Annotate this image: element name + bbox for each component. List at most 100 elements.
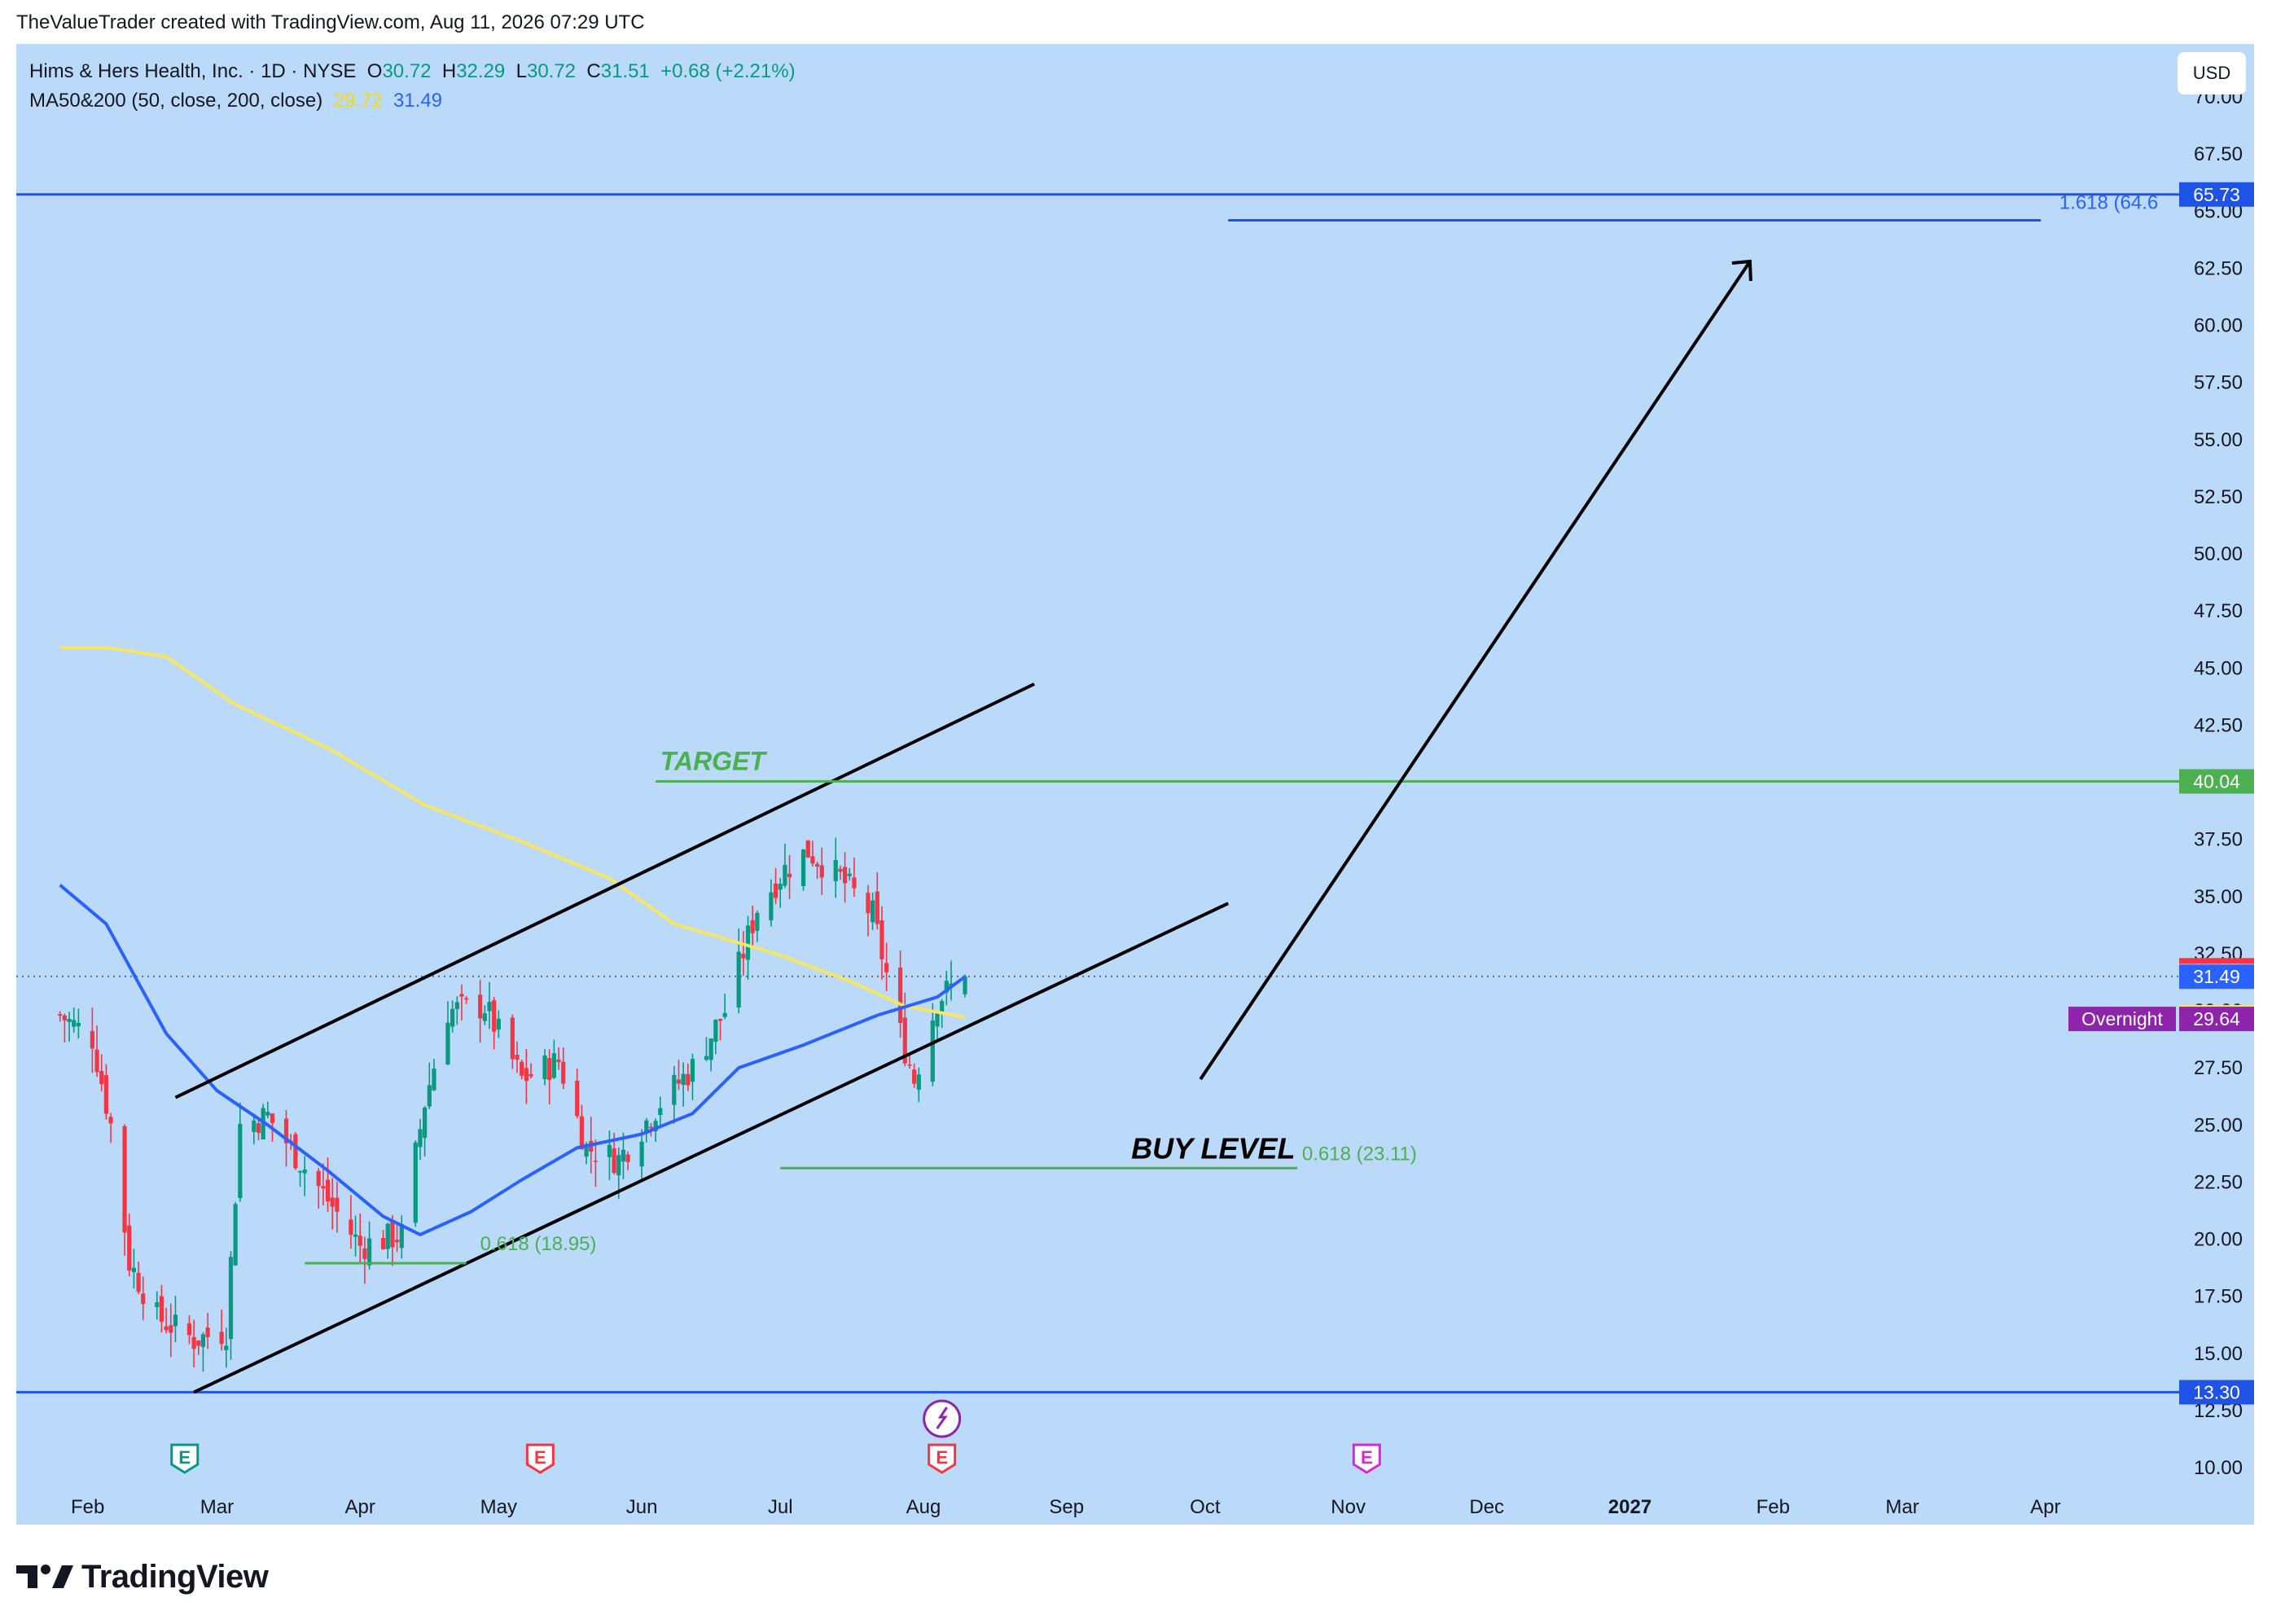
candle-up — [639, 1141, 644, 1167]
candle-up — [252, 1120, 257, 1132]
open-value: 30.72 — [382, 60, 432, 82]
y-tick-label: 25.00 — [2194, 1114, 2243, 1136]
y-tick-label: 47.50 — [2194, 600, 2243, 622]
candle-up — [584, 1143, 589, 1157]
symbol-description[interactable]: Hims & Hers Health, Inc. · 1D · NYSE — [29, 60, 357, 82]
candle-down — [875, 891, 879, 924]
candle-down — [164, 1326, 169, 1331]
candle-down — [676, 1079, 682, 1084]
candle-up — [713, 1020, 718, 1042]
candle-down — [380, 1237, 386, 1249]
candle-down — [575, 1080, 580, 1117]
candle-down — [907, 1064, 912, 1066]
candle-down — [325, 1179, 331, 1202]
price-badge — [2179, 1380, 2254, 1405]
earnings-marker-icon — [928, 1443, 957, 1474]
y-tick-label: 50.00 — [2194, 543, 2243, 565]
ma50-value: 31.49 — [393, 90, 443, 112]
candle-down — [884, 963, 889, 972]
candle-down — [902, 1017, 907, 1064]
candle-down — [390, 1220, 395, 1248]
ma200-value: 29.72 — [333, 90, 383, 112]
candle-down — [556, 1059, 561, 1063]
candle-up — [551, 1053, 556, 1078]
candle-down — [879, 920, 884, 959]
earnings-marker-letter: E — [534, 1447, 546, 1468]
y-tick-label: 10.00 — [2194, 1457, 2243, 1479]
x-tick-label: Feb — [1757, 1496, 1790, 1518]
chart-caption: TheValueTrader created with TradingView.… — [16, 11, 645, 33]
tradingview-wordmark: TradingView — [81, 1558, 269, 1595]
candle-up — [238, 1123, 243, 1198]
fib-extension-label: 1.618 (64.6 — [2059, 191, 2158, 213]
y-tick-label: 37.50 — [2194, 829, 2243, 851]
x-tick-label: Apr — [345, 1496, 375, 1518]
candle-down — [838, 868, 843, 872]
candle-down — [395, 1240, 400, 1243]
price-badge — [2179, 769, 2254, 794]
overnight-badge-text: Overnight — [2081, 1008, 2163, 1029]
candle-down — [293, 1134, 298, 1169]
candle-down — [256, 1123, 261, 1133]
candle-up — [432, 1069, 436, 1091]
candle-up — [131, 1267, 137, 1273]
indicator-title[interactable]: MA50&200 (50, close, 200, close) — [29, 90, 323, 112]
candle-down — [547, 1058, 552, 1080]
candle-up — [200, 1334, 206, 1347]
target-label: TARGET — [660, 746, 768, 775]
time-axis: Feb Mar Apr May Jun Jul Aug Sep Oct Nov Dec 2027 Feb… — [71, 1496, 2060, 1518]
candle-down — [579, 1116, 584, 1150]
candle-up — [847, 873, 852, 876]
candle-down — [520, 1061, 524, 1076]
candle-up — [445, 1022, 450, 1064]
candle-up — [233, 1204, 238, 1266]
currency-button[interactable]: USD — [2178, 52, 2246, 94]
candle-up — [297, 1170, 303, 1173]
candle-down — [205, 1327, 210, 1337]
buy-level-label: BUY LEVEL — [1131, 1131, 1295, 1165]
x-tick-label: 2027 — [1608, 1496, 1651, 1518]
event-spark-icon — [923, 1399, 962, 1438]
candle-down — [648, 1126, 654, 1129]
x-tick-label: Apr — [2030, 1496, 2060, 1518]
price-badge-text: 29.64 — [2193, 1008, 2240, 1029]
candle-up — [722, 1012, 727, 1017]
price-labels-layer: 65.7340.0431.7731.5131.4929.7229.6413.30… — [2068, 182, 2254, 1405]
candle-down — [349, 1219, 353, 1236]
y-tick-label: 22.50 — [2194, 1171, 2243, 1193]
earnings-marker-icon — [170, 1443, 200, 1474]
price-badge — [2179, 1007, 2254, 1032]
candle-down — [127, 1225, 132, 1271]
y-tick-label: 20.00 — [2194, 1229, 2243, 1251]
price-badge-text: 13.30 — [2193, 1381, 2240, 1402]
y-tick-label: 45.00 — [2194, 657, 2243, 679]
chart-area[interactable]: TARGET BUY LEVEL 0.618 (23.11) 0.618 (18.95… — [16, 44, 2254, 1525]
candle-down — [750, 920, 755, 933]
x-tick-label: Mar — [200, 1496, 234, 1518]
candle-up — [607, 1144, 612, 1157]
tradingview-logo[interactable]: TradingView — [16, 1554, 269, 1600]
candle-up — [690, 1059, 695, 1082]
candle-up — [755, 912, 760, 931]
candle-down — [515, 1055, 520, 1060]
earnings-marker-letter: E — [178, 1447, 191, 1468]
price-badge — [2179, 182, 2254, 207]
candle-up — [940, 1001, 945, 1013]
candle-down — [842, 867, 848, 884]
projection-arrow-head — [1731, 259, 1752, 282]
x-tick-label: Oct — [1190, 1496, 1221, 1518]
low-value: 30.72 — [526, 60, 577, 82]
candle-up — [644, 1120, 649, 1134]
candle-up — [228, 1257, 234, 1340]
candle-up — [423, 1107, 428, 1138]
close-label: C — [586, 60, 601, 82]
candle-up — [800, 849, 806, 887]
candle-down — [787, 873, 792, 877]
price-chart[interactable]: TARGET BUY LEVEL 0.618 (23.11) 0.618 (18.95… — [16, 44, 2254, 1525]
y-tick-label: 67.50 — [2194, 143, 2243, 165]
x-tick-label: May — [480, 1496, 517, 1518]
candle-up — [385, 1223, 390, 1249]
candle-down — [94, 1049, 99, 1073]
candle-down — [819, 865, 824, 878]
candle-down — [186, 1323, 192, 1336]
